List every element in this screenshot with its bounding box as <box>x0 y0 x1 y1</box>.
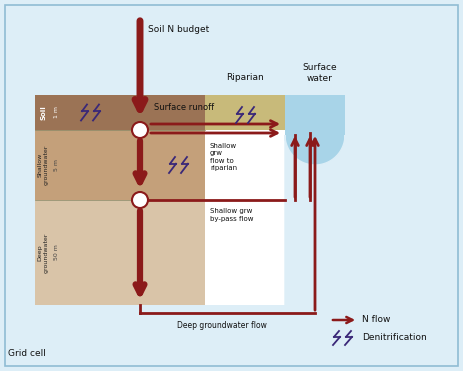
Text: Denitrification: Denitrification <box>362 334 427 342</box>
Bar <box>285 95 345 305</box>
Text: Shallow grw
by-pass flow: Shallow grw by-pass flow <box>210 209 254 221</box>
Circle shape <box>132 122 148 138</box>
Bar <box>205 95 285 130</box>
Text: Surface
water: Surface water <box>303 63 338 83</box>
Text: Surface runoff: Surface runoff <box>154 104 214 112</box>
Text: N flow: N flow <box>362 315 390 325</box>
Polygon shape <box>285 135 345 305</box>
Text: Soil: Soil <box>40 105 46 120</box>
FancyBboxPatch shape <box>5 5 458 366</box>
Text: 5 m: 5 m <box>55 159 60 171</box>
Circle shape <box>132 192 148 208</box>
Text: 1 m: 1 m <box>55 106 60 118</box>
Bar <box>35 95 205 130</box>
Text: 50 m: 50 m <box>55 244 60 260</box>
Text: Riparian: Riparian <box>226 72 264 82</box>
Bar <box>35 200 205 305</box>
Text: Deep groundwater flow: Deep groundwater flow <box>177 321 267 329</box>
Text: Shallow
groundwater: Shallow groundwater <box>38 145 49 185</box>
Text: Shallow
grw
flow to
riparian: Shallow grw flow to riparian <box>210 143 237 171</box>
Text: Grid cell: Grid cell <box>8 349 46 358</box>
Text: Deep
groundwater: Deep groundwater <box>38 232 49 273</box>
Bar <box>35 130 205 200</box>
Text: Soil N budget: Soil N budget <box>148 26 209 35</box>
Bar <box>205 130 285 305</box>
